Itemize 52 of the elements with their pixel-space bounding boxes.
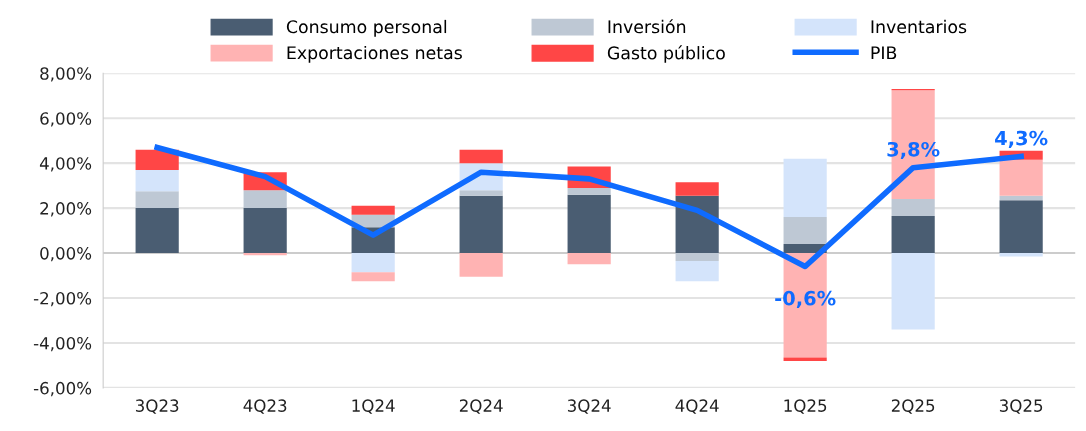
bar (135, 208, 179, 254)
legend-label: Inventarios (871, 19, 967, 34)
data-label: 3,8% (887, 141, 940, 160)
y-tick-label: 4,00% (39, 157, 92, 172)
x-tick-label: 2Q25 (891, 399, 935, 414)
legend-label: Consumo personal (286, 19, 447, 37)
bar (459, 190, 503, 196)
x-tick-label: 3Q25 (999, 399, 1043, 414)
bar (567, 194, 611, 254)
legend-label: Exportaciones netas (287, 45, 462, 63)
y-tick-label: -6,00% (33, 381, 92, 397)
x-tick-label: 4Q23 (243, 399, 287, 414)
bar (351, 205, 395, 215)
bar (459, 253, 503, 277)
bar (135, 169, 179, 192)
x-tick-label: 4Q24 (675, 399, 719, 414)
x-tick-label: 3Q24 (567, 399, 611, 414)
bar (135, 149, 179, 170)
bar (567, 253, 611, 265)
bar (891, 215, 935, 254)
bar (783, 217, 827, 245)
bar (351, 253, 395, 273)
x-tick-label: 1Q24 (352, 399, 395, 414)
legend-label: PIB (871, 46, 897, 60)
bar (891, 253, 935, 330)
y-tick-label: 2,00% (40, 202, 92, 217)
data-label: -0,6% (775, 290, 836, 308)
x-tick-label: 1Q25 (784, 399, 827, 414)
y-tick-label: -4,00% (33, 336, 92, 352)
data-label: 4,3% (995, 130, 1048, 148)
legend-label: Inversión (608, 19, 686, 34)
bar (891, 199, 935, 216)
x-tick-label: 3Q23 (135, 399, 179, 414)
legend-label: Gasto público (607, 45, 725, 63)
x-tick-label: 2Q24 (459, 399, 503, 414)
bar (999, 159, 1043, 196)
bar (459, 195, 503, 254)
bar (999, 200, 1043, 254)
bar (783, 158, 827, 218)
bar (675, 253, 719, 261)
y-tick-label: 8,00% (40, 67, 92, 82)
y-tick-label: 6,00% (40, 112, 92, 127)
y-tick-label: 0,00% (40, 247, 92, 262)
bar (459, 149, 503, 164)
bar (135, 191, 179, 209)
bar (675, 182, 719, 196)
bar (351, 272, 395, 282)
y-tick-label: -2,00% (33, 291, 92, 307)
bar (243, 208, 287, 254)
bar (675, 260, 719, 282)
bar (567, 187, 611, 195)
bar (243, 190, 287, 209)
